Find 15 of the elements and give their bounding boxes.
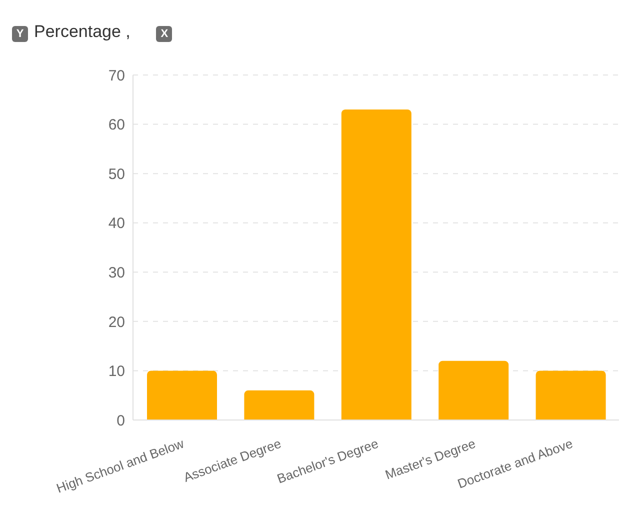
bar [244,390,314,420]
y-tick-label: 70 [108,67,125,84]
y-tick-label: 60 [108,116,125,134]
bar [536,370,606,420]
bar [438,360,509,420]
y-tick-label: 20 [108,314,125,331]
y-tick-label: 50 [108,166,125,183]
y-axis-title: Percentage , [34,22,130,42]
y-tick-label: 10 [108,363,125,380]
bar [147,370,217,420]
x-tick-label: High School and Below [54,436,186,496]
bar [341,110,412,420]
y-tick-label: 40 [108,215,125,232]
y-tick-label: 30 [108,264,125,282]
y-tick-label: 0 [116,412,125,430]
